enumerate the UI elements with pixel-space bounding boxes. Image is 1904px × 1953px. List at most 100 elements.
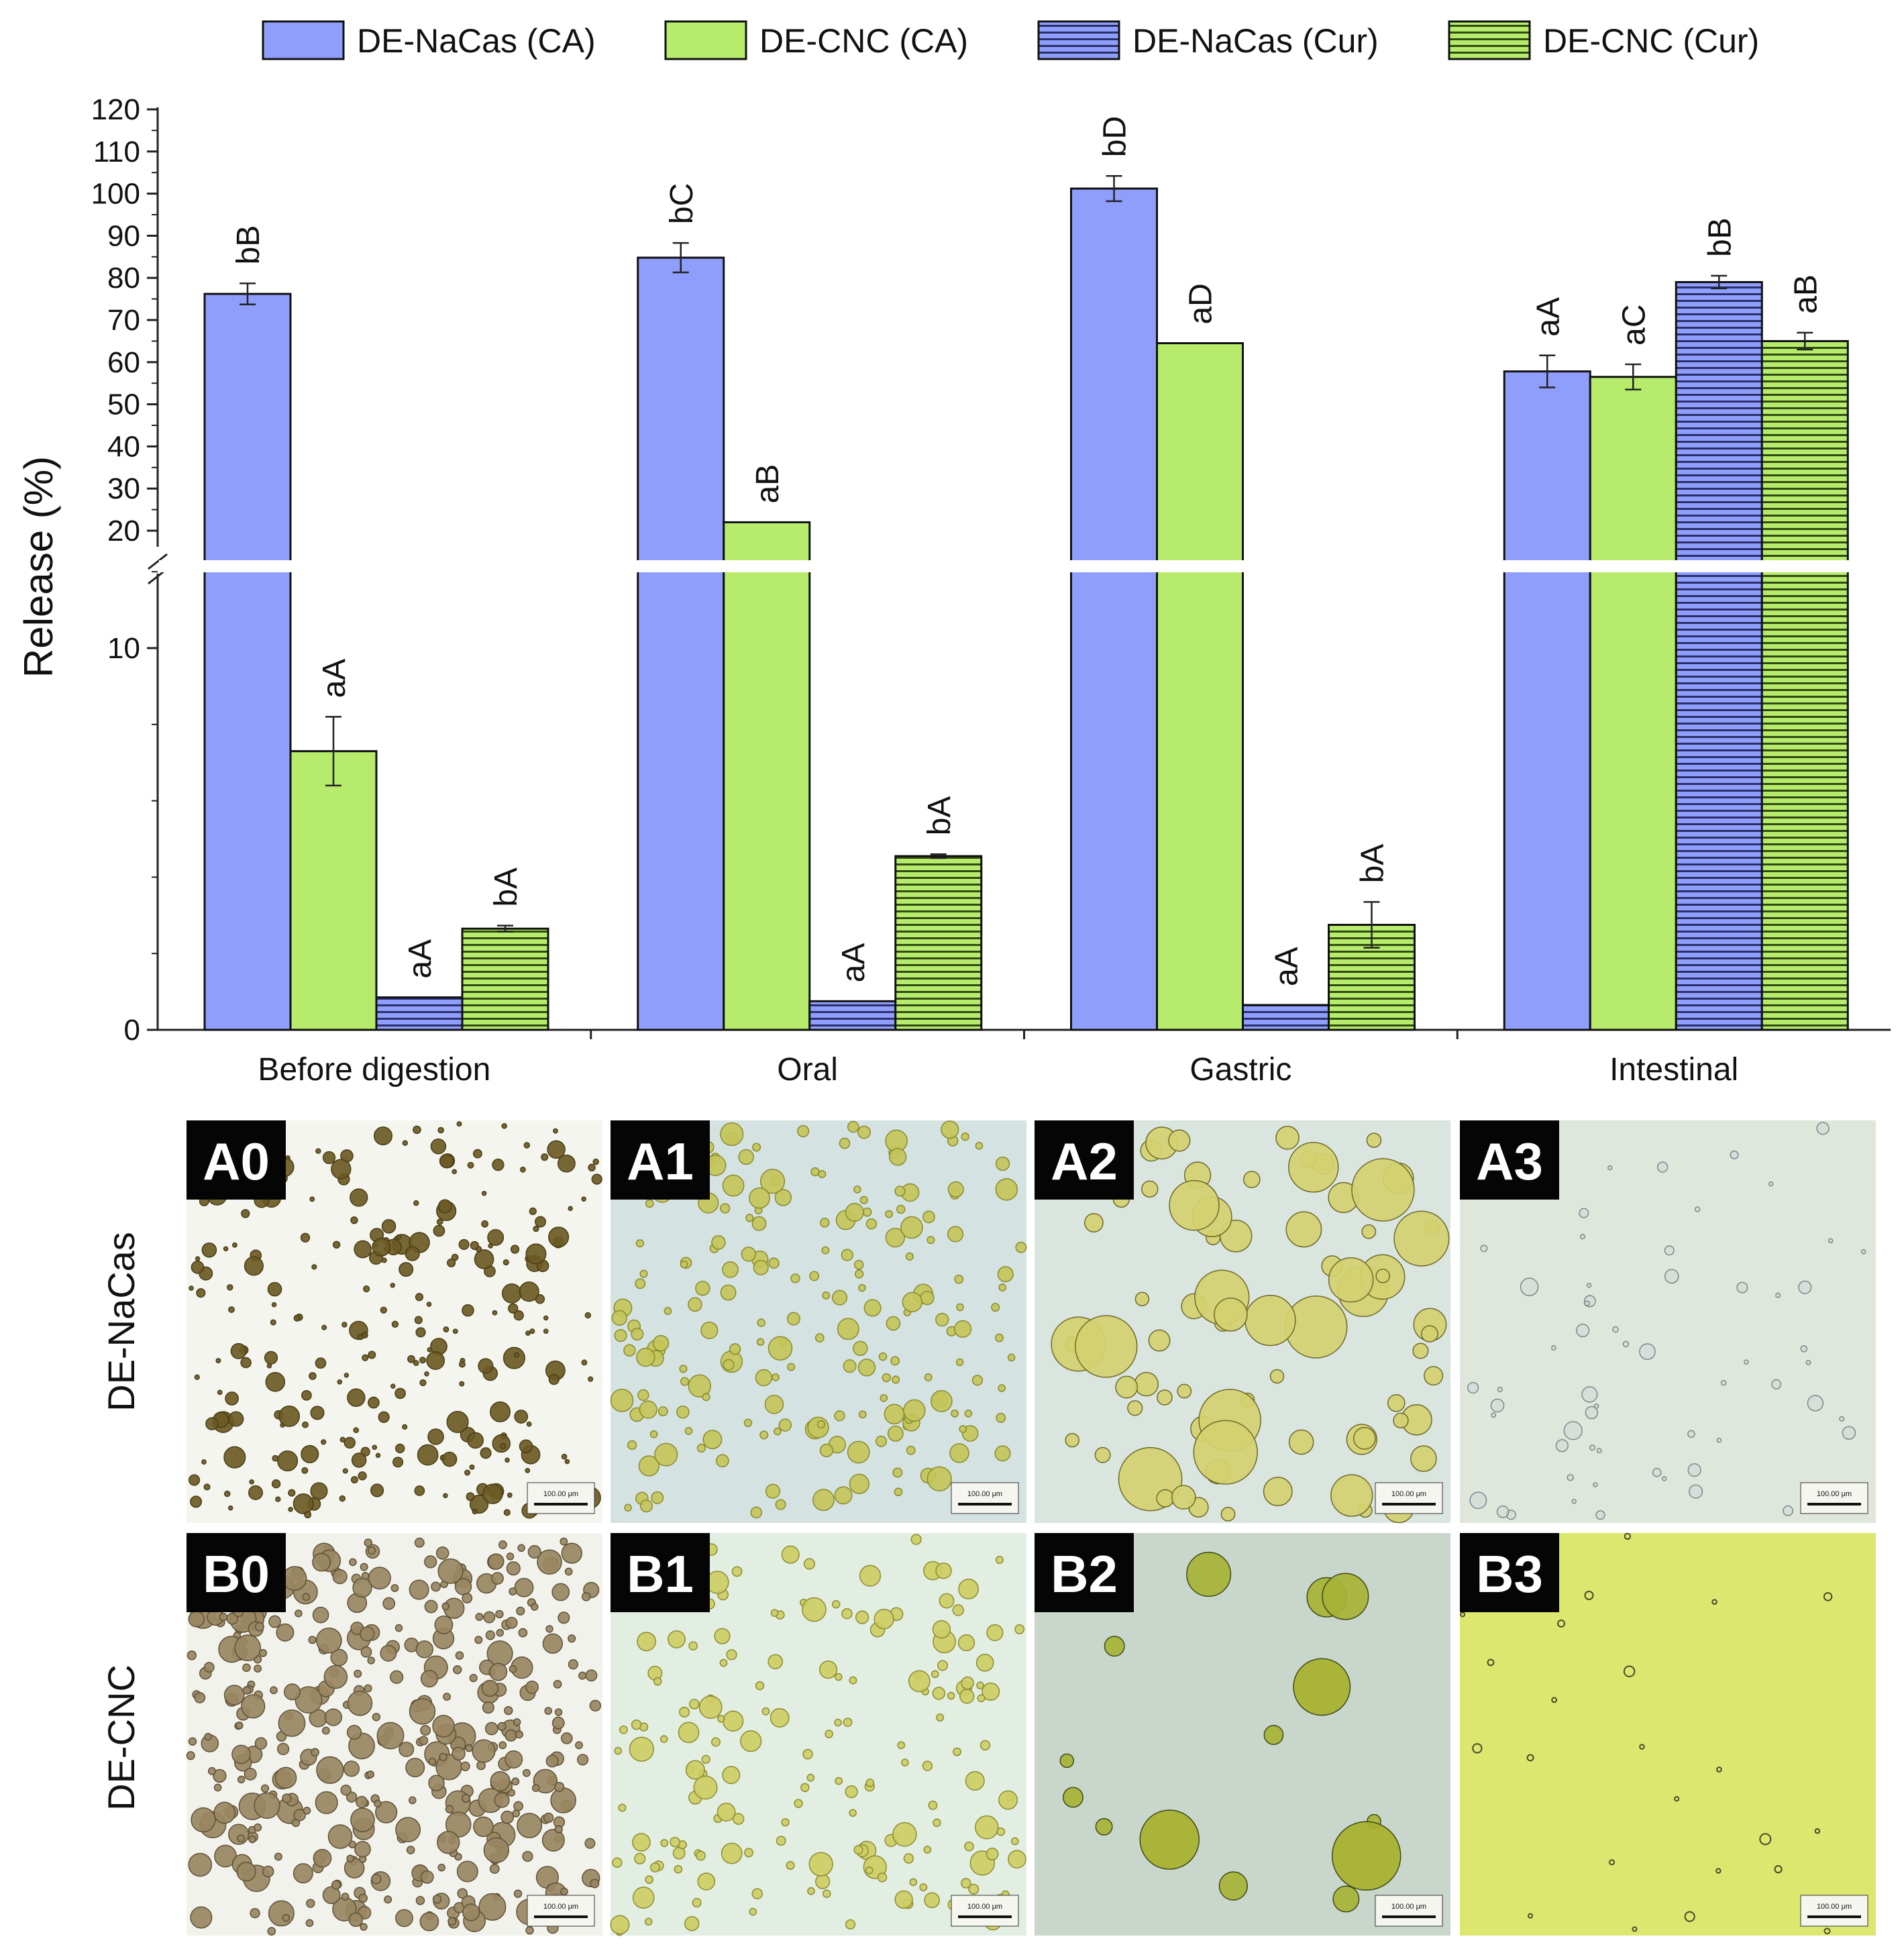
droplet [268,1900,295,1927]
droplet [228,1411,244,1427]
droplet [537,1549,562,1575]
panel-tag: B2 [1051,1544,1118,1603]
droplet [478,1893,507,1921]
droplet [653,1677,662,1686]
droplet [802,1597,827,1622]
droplet [492,1310,498,1316]
y-tick-label: 110 [93,136,140,168]
droplet [1694,1206,1701,1212]
droplet [743,1418,753,1428]
droplet [952,1604,964,1616]
droplet [350,1216,358,1224]
y-tick-label: 120 [91,93,140,126]
droplet [935,1312,949,1327]
droplet [339,1436,346,1443]
droplet [343,1373,350,1378]
droplet [420,1870,434,1884]
legend-entry: DE-NaCas (Cur) [1132,22,1379,60]
bar [203,293,292,1031]
droplet [452,1328,458,1334]
droplet [293,1493,314,1514]
droplet [693,1775,718,1800]
droplet [1527,1913,1533,1919]
droplet [1366,1132,1382,1148]
droplet [419,1736,429,1746]
droplet [529,1328,535,1334]
droplet [473,1816,494,1838]
micrograph-panel: A1 100.00 μm [610,1120,1027,1523]
droplet [887,1425,904,1442]
droplet [889,1148,907,1166]
droplet [505,1616,518,1629]
droplet [995,1156,1010,1171]
micrograph-panel: B1 100.00 μm [610,1533,1026,1936]
significance-label: aD [1183,283,1219,324]
droplet [720,1122,744,1147]
droplet [282,1793,292,1803]
droplet [702,1393,710,1402]
droplet [188,1474,201,1486]
droplet [1328,1257,1374,1303]
droplet [878,1352,888,1361]
droplet [487,1229,505,1246]
row-label: DE-CNC [100,1665,142,1811]
droplet [420,1670,439,1688]
droplet [959,1689,975,1704]
droplet [1768,1181,1774,1187]
droplet [778,1418,792,1432]
droplet [489,1864,500,1874]
bar [1156,342,1244,1031]
droplet [413,1360,419,1367]
droplet [513,1352,520,1358]
droplet [413,1125,421,1134]
droplet [419,1379,427,1387]
droplet [560,1887,568,1896]
droplet [445,1805,454,1813]
droplet [293,1863,313,1884]
droplet [496,1628,505,1637]
droplet [1774,1865,1783,1874]
droplet [435,1546,449,1560]
droplet [645,1199,654,1208]
panel-tag-background [187,1120,286,1200]
droplet [276,1623,295,1642]
droplet [863,1299,882,1317]
droplet [254,1737,268,1750]
droplet [977,1694,986,1703]
bar [1242,1004,1330,1031]
droplet [951,1410,959,1418]
droplet [679,1706,690,1718]
droplet [497,1722,507,1732]
droplet [428,1775,445,1791]
droplet [560,1732,573,1744]
significance-label: aA [1269,947,1305,986]
droplet [472,1739,496,1763]
droplet [1285,1211,1322,1248]
droplet [1609,1859,1616,1866]
droplet [545,1625,553,1633]
droplet [469,1464,475,1470]
droplet [1330,1474,1373,1517]
droplet [892,1467,903,1478]
droplet [431,1581,441,1592]
scale-bar-label: 100.00 μm [1391,1903,1426,1911]
bar [375,996,464,1031]
droplet [509,1665,517,1673]
droplet [903,1399,926,1422]
y-tick-label: 70 [107,304,140,337]
droplet [1168,1129,1191,1152]
micrograph-panel: B2 100.00 μm [1035,1533,1450,1936]
droplet [482,1483,503,1504]
bar [461,927,549,1031]
droplet [409,1579,429,1600]
droplet [749,1907,757,1916]
droplet [1775,1292,1781,1298]
droplet [188,1611,205,1628]
droplet [660,1839,669,1848]
droplet [472,1149,482,1159]
droplet [997,1266,1014,1283]
droplet [958,1579,979,1599]
droplet [1567,1474,1574,1481]
row-label: DE-NaCas [100,1232,142,1412]
droplet [190,1495,203,1508]
